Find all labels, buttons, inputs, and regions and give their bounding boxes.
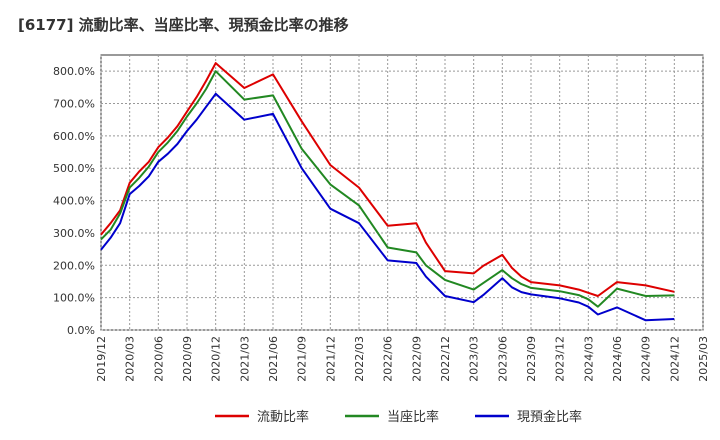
series-line	[100, 92, 675, 322]
x-tick-label: 2024/06	[611, 336, 624, 382]
y-tick-label: 400.0%	[53, 195, 95, 208]
y-tick-label: 100.0%	[53, 292, 95, 305]
x-tick-label: 2022/09	[410, 336, 423, 382]
y-tick-label: 0.0%	[67, 324, 95, 337]
x-tick-label: 2020/12	[210, 336, 223, 382]
y-tick-label: 700.0%	[53, 98, 95, 111]
chart-title: [6177] 流動比率、当座比率、現預金比率の推移	[18, 16, 349, 34]
x-tick-label: 2023/12	[554, 336, 567, 382]
x-tick-label: 2025/03	[697, 336, 710, 382]
horizontal-grid	[101, 70, 703, 331]
x-tick-label: 2021/09	[296, 336, 309, 382]
plot-area	[100, 54, 704, 331]
x-tick-label: 2024/09	[640, 336, 653, 382]
x-tick-label: 2024/03	[582, 336, 595, 382]
y-axis-ticks: 0.0% 100.0% 200.0% 300.0% 400.0% 500.0% 600.0%…	[53, 65, 95, 337]
x-axis-ticks: 2019/12 2020/03 2020/06 2020/09 2020/12 2021/…	[95, 336, 710, 382]
legend-label: 当座比率	[387, 409, 439, 425]
series-lines	[100, 62, 675, 322]
x-tick-label: 2021/06	[267, 336, 280, 382]
x-tick-label: 2023/06	[496, 336, 509, 382]
x-tick-label: 2023/03	[468, 336, 481, 382]
y-tick-label: 300.0%	[53, 227, 95, 240]
x-tick-label: 2020/09	[181, 336, 194, 382]
series-line	[100, 62, 675, 297]
vertical-grid	[100, 55, 704, 330]
series-line	[100, 70, 675, 308]
x-tick-label: 2020/03	[124, 336, 137, 382]
x-tick-label: 2023/09	[525, 336, 538, 382]
legend-label: 流動比率	[257, 409, 309, 425]
x-tick-label: 2024/12	[668, 336, 681, 382]
y-tick-label: 800.0%	[53, 65, 95, 78]
y-tick-label: 500.0%	[53, 162, 95, 175]
x-tick-label: 2022/06	[382, 336, 395, 382]
x-tick-label: 2021/03	[238, 336, 251, 382]
x-tick-label: 2020/06	[152, 336, 165, 382]
x-tick-label: 2019/12	[95, 336, 108, 382]
x-tick-label: 2022/12	[439, 336, 452, 382]
x-tick-label: 2022/03	[353, 336, 366, 382]
x-tick-label: 2021/12	[324, 336, 337, 382]
legend-label: 現預金比率	[517, 409, 582, 425]
y-tick-label: 200.0%	[53, 259, 95, 272]
y-tick-label: 600.0%	[53, 130, 95, 143]
legend: 流動比率 当座比率 現預金比率	[215, 409, 582, 425]
